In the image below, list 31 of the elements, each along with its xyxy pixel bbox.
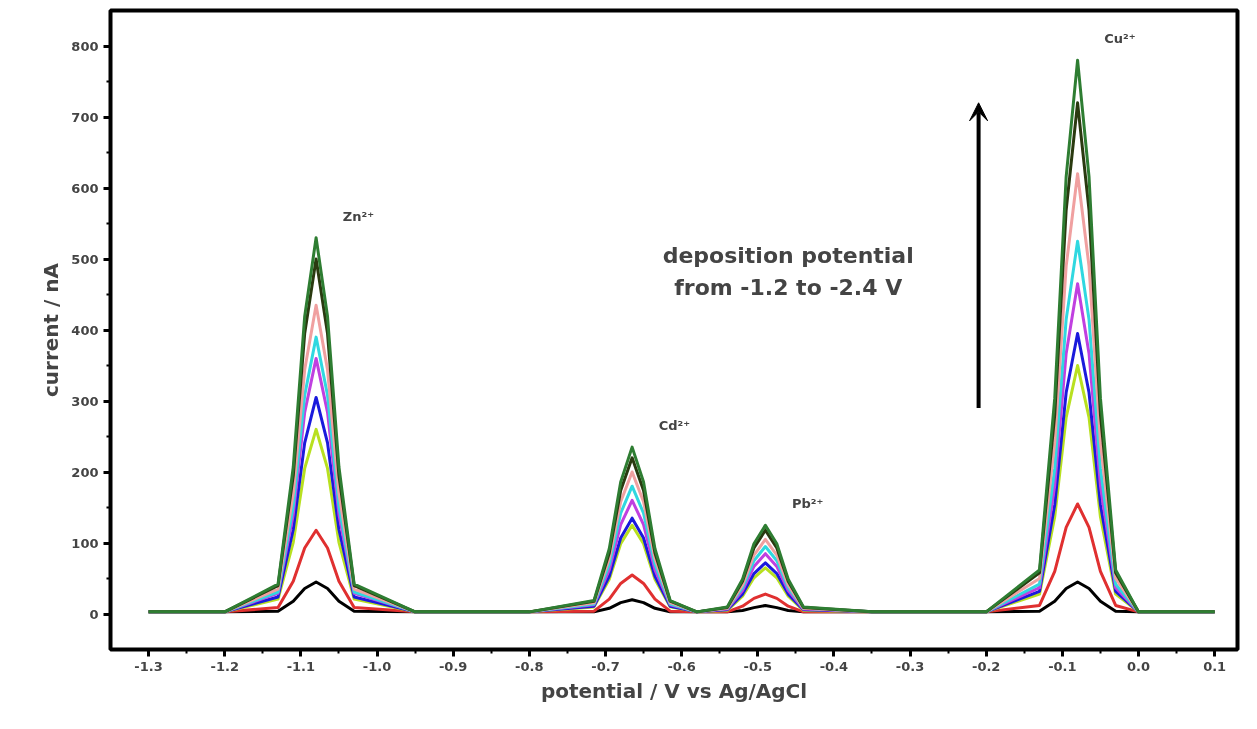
y-tick-label: 400 <box>71 322 99 338</box>
annotation: Cu²⁺ <box>1104 31 1136 46</box>
y-tick-label: 100 <box>71 535 99 551</box>
x-tick-label: -0.2 <box>972 658 1001 674</box>
y-tick-label: 0 <box>89 606 99 622</box>
y-tick-label: 500 <box>71 251 99 267</box>
y-axis-title: current / nA <box>39 262 64 398</box>
x-tick-label: -0.7 <box>591 658 620 674</box>
x-tick-label: -0.1 <box>1048 658 1077 674</box>
x-tick-label: -0.9 <box>438 658 468 674</box>
x-tick-label: -1.1 <box>286 658 316 674</box>
y-tick-label: 800 <box>71 38 99 54</box>
annotation: Zn²⁺ <box>342 208 374 224</box>
x-tick-label: -0.4 <box>819 658 849 674</box>
x-tick-label: -0.5 <box>743 658 772 674</box>
x-tick-label: -1.3 <box>134 658 163 674</box>
x-tick-label: -0.3 <box>895 658 925 674</box>
annotation: deposition potential from -1.2 to -2.4 V <box>662 242 914 300</box>
x-tick-label: 0.0 <box>1126 658 1151 674</box>
x-tick-label: 0.1 <box>1203 658 1227 674</box>
x-tick-label: -0.6 <box>667 658 696 674</box>
x-tick-label: -1.0 <box>362 658 392 674</box>
y-tick-label: 200 <box>71 464 99 480</box>
x-tick-label: -0.8 <box>515 658 544 674</box>
annotation: Pb²⁺ <box>792 496 824 512</box>
y-tick-label: 700 <box>71 109 99 125</box>
annotation: Cd²⁺ <box>658 417 691 433</box>
x-axis-title: potential / V vs Ag/AgCl <box>540 678 808 703</box>
y-tick-label: 600 <box>71 180 99 196</box>
x-tick-label: -1.2 <box>210 658 239 674</box>
y-tick-label: 300 <box>71 393 99 409</box>
